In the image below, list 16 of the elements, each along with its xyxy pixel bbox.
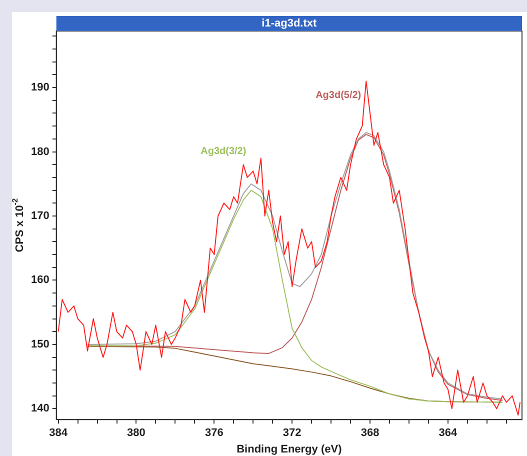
y-tick-label: 190 bbox=[30, 82, 50, 94]
y-tick-label: 150 bbox=[30, 338, 50, 350]
y-tick-label: 140 bbox=[30, 402, 50, 415]
x-tick-label: 368 bbox=[360, 427, 380, 440]
x-tick-label: 364 bbox=[438, 427, 458, 440]
x-tick-label: 380 bbox=[127, 427, 146, 440]
text: Ag3d(3/2) bbox=[200, 146, 246, 158]
chart-title: i1-ag3d.txt bbox=[262, 18, 318, 30]
x-axis-title: Binding Energy (eV) bbox=[236, 443, 342, 456]
x-tick-label: 384 bbox=[49, 427, 68, 440]
y-tick-label: 160 bbox=[30, 274, 50, 286]
x-tick-label: 376 bbox=[204, 427, 224, 440]
x-tick-label: 372 bbox=[282, 427, 302, 440]
y-tick-label: 170 bbox=[30, 210, 50, 222]
text: Ag3d(5/2) bbox=[316, 90, 362, 102]
y-tick-label: 180 bbox=[30, 146, 50, 158]
